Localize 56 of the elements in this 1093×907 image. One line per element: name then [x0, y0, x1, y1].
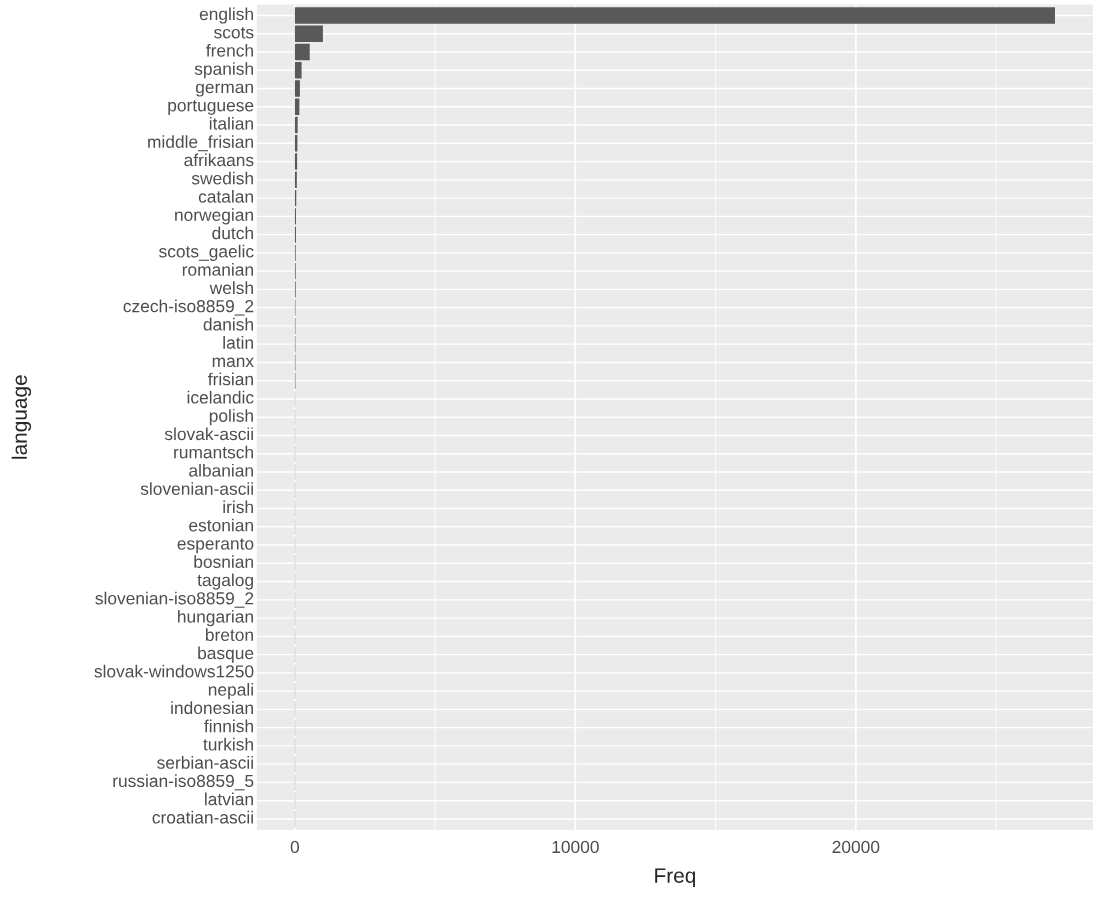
y-tick-label: italian	[209, 116, 253, 130]
y-tick-label: romanian	[182, 263, 253, 276]
y-tick-label: rumantsch	[174, 445, 253, 459]
y-tick-label: serbian-ascii	[157, 756, 253, 769]
y-tick-label: scots	[214, 27, 254, 39]
y-tick-label: russian-iso8859_5	[113, 774, 254, 791]
y-tick-label: catalan	[198, 190, 253, 203]
y-tick-label: slovenian-iso8859_2	[95, 591, 254, 608]
y-tick-label: polish	[209, 409, 253, 426]
bar	[294, 43, 310, 61]
y-tick-label: swedish	[191, 171, 253, 185]
y-tick-label: tagalog	[197, 573, 253, 590]
y-tick-label: norwegian	[175, 208, 253, 225]
y-tick-label: esperanto	[177, 538, 254, 554]
y-tick-label: nepali	[208, 683, 253, 700]
y-tick-label: breton	[205, 628, 253, 642]
y-tick-label: manx	[212, 357, 254, 368]
y-tick-label: turkish	[203, 737, 253, 751]
y-tick-label: basque	[198, 646, 254, 663]
y-tick-label: afrikaans	[184, 153, 254, 167]
y-axis-title: language	[11, 375, 32, 459]
y-tick-label: slovak-ascii	[164, 427, 253, 441]
x-axis-title: Freq	[655, 868, 696, 888]
y-tick-label: croatian-ascii	[152, 810, 253, 824]
y-tick-label: english	[199, 7, 253, 24]
y-tick-label: indonesian	[171, 701, 253, 715]
y-tick-label: icelandic	[187, 390, 254, 404]
y-tick-label: danish	[203, 317, 253, 331]
bar	[294, 116, 298, 134]
y-tick-label: portuguese	[168, 100, 254, 115]
bar	[294, 25, 323, 42]
y-tick-label: latin	[223, 336, 253, 349]
bar	[294, 7, 1055, 24]
y-tick-label: frisian	[208, 372, 253, 386]
y-tick-label: french	[206, 43, 253, 57]
y-tick-label: hungarian	[178, 609, 253, 627]
y-tick-label: irish	[223, 500, 253, 514]
bar	[294, 80, 300, 97]
bar	[294, 62, 302, 79]
x-tick-label: 20000	[832, 840, 880, 854]
y-tick-label: german	[195, 83, 253, 97]
y-tick-label: dutch	[212, 226, 253, 240]
y-tick-label: bosnian	[194, 555, 253, 568]
y-tick-label: middle_frisian	[148, 135, 253, 152]
x-tick-label: 10000	[552, 840, 599, 854]
y-tick-label: albanian	[189, 463, 253, 477]
y-tick-label: finnish	[204, 719, 253, 733]
y-tick-label: latvian	[205, 792, 253, 806]
x-tick-label: 0	[290, 840, 300, 854]
y-tick-label: scots_gaelic	[159, 244, 254, 261]
y-tick-label: estonian	[189, 518, 253, 532]
y-tick-label: czech-iso8859_2	[123, 299, 254, 316]
y-tick-label: spanish	[194, 62, 253, 79]
y-tick-label: slovak-windows1250	[94, 664, 254, 678]
y-tick-label: welsh	[209, 281, 253, 295]
y-tick-label: slovenian-ascii	[140, 482, 253, 495]
